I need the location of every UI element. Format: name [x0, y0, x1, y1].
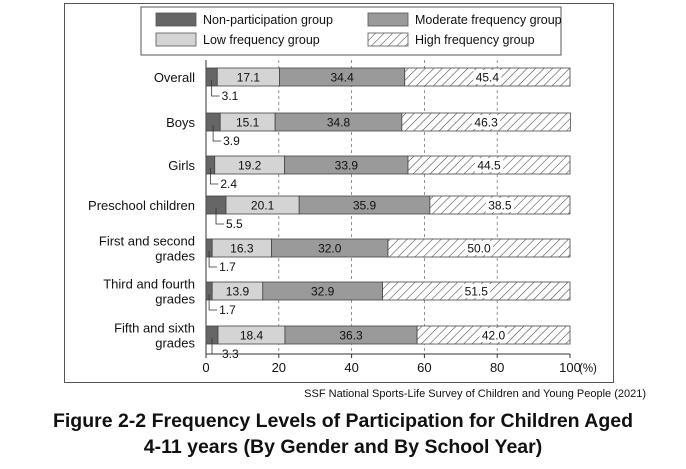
- category-label-line: Overall: [154, 70, 195, 85]
- value-label-5-0: 1.7: [219, 303, 236, 317]
- x-unit-label: (%): [579, 363, 597, 375]
- value-label-3-1: 20.1: [251, 199, 275, 213]
- x-tick-label-1: 20: [272, 360, 286, 375]
- value-label-1-0: 3.9: [223, 134, 240, 148]
- legend-swatch-1: [367, 12, 409, 27]
- category-label-3: Preschool children: [88, 198, 195, 213]
- value-label-6-1: 18.4: [240, 329, 264, 343]
- value-label-bg-6: [479, 328, 508, 342]
- callout-line-5: [208, 294, 218, 311]
- value-label-4-3: 50.0: [467, 242, 491, 256]
- value-label-2-3: 44.5: [477, 159, 501, 173]
- x-tick-label-3: 60: [417, 360, 431, 375]
- value-label-bg-3: [485, 198, 514, 212]
- category-label-5: Third and fourth grades: [103, 277, 195, 307]
- legend-label-1: Moderate frequency group: [415, 13, 562, 27]
- category-label-line: Girls: [168, 158, 195, 173]
- callout-line-3: [215, 208, 225, 225]
- value-label-0-1: 17.1: [237, 71, 261, 85]
- callout-line-6: [211, 338, 221, 355]
- category-label-line: Third and fourth: [103, 277, 195, 292]
- value-label-bg-2: [475, 158, 504, 172]
- value-label-2-0: 2.4: [220, 177, 237, 191]
- x-tick-label-0: 0: [202, 360, 209, 375]
- value-label-6-0: 3.3: [222, 347, 239, 361]
- figure-title: Figure 2-2 Frequency Levels of Participa…: [0, 408, 686, 460]
- category-label-1: Boys: [166, 115, 195, 130]
- value-label-6-2: 36.3: [339, 329, 363, 343]
- callout-line-4: [208, 251, 218, 268]
- figure-title-line-2: 4-11 years (By Gender and By School Year…: [143, 436, 543, 458]
- x-tick-label-5: 100: [559, 360, 581, 375]
- legend-swatch-0: [155, 12, 197, 27]
- value-label-0-2: 34.4: [330, 71, 354, 85]
- legend-label-2: Low frequency group: [203, 33, 320, 47]
- category-label-line: First and second: [99, 234, 195, 249]
- value-label-1-3: 46.3: [474, 116, 498, 130]
- callout-line-2: [209, 168, 219, 185]
- category-label-line: grades: [155, 292, 195, 307]
- callout-line-0: [211, 80, 220, 97]
- category-label-6: Fifth and sixth grades: [114, 321, 195, 351]
- value-label-bg-0: [473, 70, 502, 84]
- legend-label-3: High frequency group: [415, 33, 535, 47]
- value-label-5-1: 13.9: [226, 285, 250, 299]
- value-label-3-3: 38.5: [488, 199, 512, 213]
- value-label-2-2: 33.9: [335, 159, 359, 173]
- figure-title-line-1: Figure 2-2 Frequency Levels of Participa…: [52, 410, 634, 432]
- value-label-4-1: 16.3: [230, 242, 254, 256]
- value-label-0-0: 3.1: [222, 89, 239, 103]
- value-label-3-0: 5.5: [226, 217, 243, 231]
- legend-swatch-2: [155, 32, 197, 47]
- legend-box: [140, 6, 562, 56]
- callout-line-1: [212, 125, 222, 142]
- chart-svg: Non-participation group Moderate frequenc…: [88, 6, 597, 375]
- x-tick-label-2: 40: [344, 360, 358, 375]
- value-label-0-3: 45.4: [476, 71, 500, 85]
- value-label-4-2: 32.0: [318, 242, 342, 256]
- category-label-line: Fifth and sixth: [114, 321, 195, 336]
- category-label-line: grades: [155, 249, 195, 264]
- value-label-1-1: 15.1: [236, 116, 260, 130]
- value-label-bg-5: [462, 284, 491, 298]
- legend-swatch-3: [367, 32, 409, 47]
- value-label-3-2: 35.9: [353, 199, 377, 213]
- category-label-4: First and second grades: [99, 234, 196, 264]
- value-label-6-3: 42.0: [482, 329, 506, 343]
- legend-label-0: Non-participation group: [203, 13, 333, 27]
- value-label-bg-4: [465, 241, 493, 255]
- value-label-4-0: 1.7: [219, 260, 236, 274]
- source-note: SSF National Sports-Life Survey of Child…: [304, 388, 646, 400]
- category-label-line: grades: [155, 336, 195, 351]
- value-label-5-3: 51.5: [465, 285, 489, 299]
- value-label-2-1: 19.2: [238, 159, 262, 173]
- category-label-2: Girls: [168, 158, 195, 173]
- x-tick-label-4: 80: [490, 360, 504, 375]
- value-label-5-2: 32.9: [311, 285, 335, 299]
- value-label-1-2: 34.8: [327, 116, 351, 130]
- category-label-line: Preschool children: [88, 198, 195, 213]
- value-label-bg-1: [472, 115, 501, 129]
- category-label-0: Overall: [154, 70, 195, 85]
- category-label-line: Boys: [166, 115, 195, 130]
- chart-frame: Non-participation group Moderate frequenc…: [64, 3, 614, 383]
